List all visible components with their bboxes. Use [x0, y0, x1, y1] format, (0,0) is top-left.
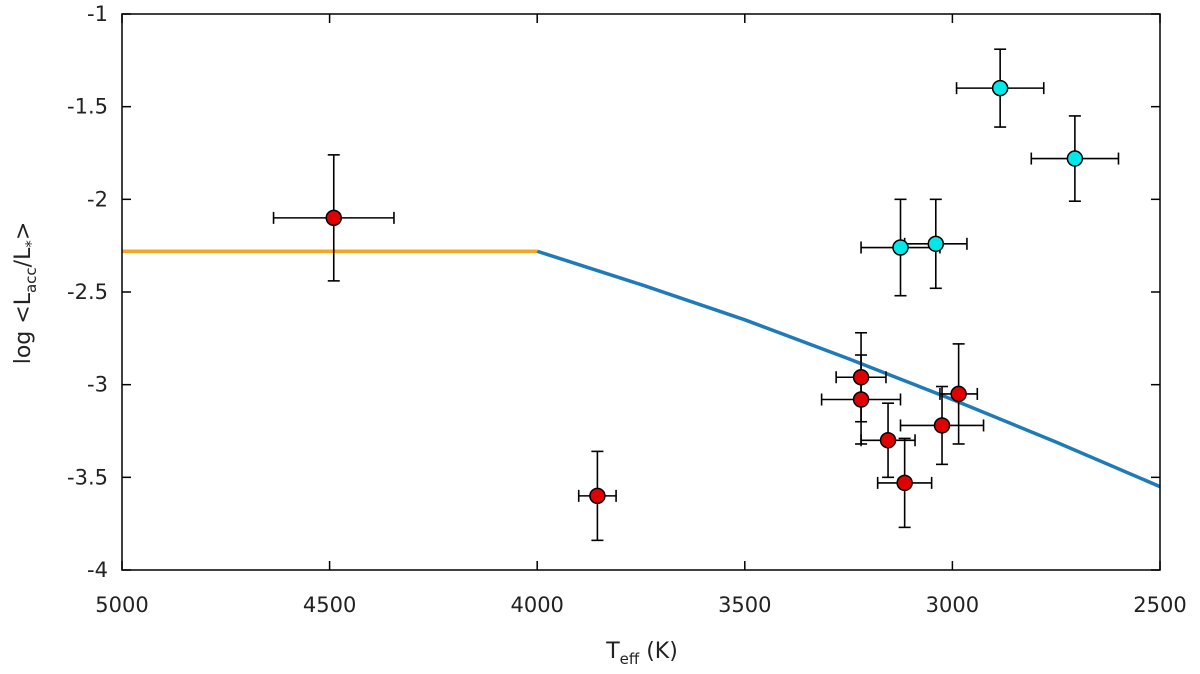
y-tick-label: -3.5 — [67, 465, 108, 489]
plot-errorbars — [272, 48, 1120, 542]
plot-lines — [122, 249, 1161, 489]
x-tick-label: 5000 — [95, 593, 148, 617]
y-axis-title-prefix: log <L — [11, 292, 36, 364]
y-tick-label: -2 — [87, 187, 108, 211]
x-tick-label: 2500 — [1133, 593, 1186, 617]
y-tick-label: -3 — [87, 373, 108, 397]
y-axis-title-suffix: > — [11, 222, 36, 240]
x-axis-title: Teff (K) — [605, 639, 678, 668]
red-point-marker — [589, 487, 606, 505]
y-tick-label: -1.5 — [67, 95, 108, 119]
red-point-marker — [896, 474, 913, 492]
x-tick-label: 4500 — [303, 593, 356, 617]
plot-frame — [121, 13, 1161, 571]
cyan-point-marker — [927, 235, 945, 253]
cyan-point-marker — [892, 239, 909, 256]
x-axis-title-sub: eff — [620, 650, 640, 668]
red-point-marker — [852, 369, 870, 386]
x-axis-title-main: T — [605, 639, 620, 664]
red-point-marker — [950, 385, 967, 403]
red-point-marker — [933, 417, 951, 434]
red-point-marker — [879, 432, 897, 449]
red-point-marker — [325, 209, 343, 227]
x-axis-title-tail: (K) — [639, 639, 678, 664]
x-tick-labels: 5000 4500 4000 3500 3000 2500 — [95, 593, 1186, 617]
y-tick-labels: -1 -1.5 -2 -2.5 -3 -3.5 -4 — [67, 2, 108, 582]
plot-points — [325, 79, 1084, 505]
x-tick-label: 3000 — [926, 593, 979, 617]
y-axis-title-sub: acc — [22, 267, 40, 293]
axis-ticks — [121, 13, 1161, 571]
y-axis-title-middle: /L — [11, 247, 36, 267]
cyan-point-marker — [1066, 150, 1084, 167]
x-tick-label: 4000 — [510, 593, 563, 617]
red-point-marker — [852, 391, 870, 408]
y-axis-title-star: * — [22, 240, 40, 248]
y-tick-label: -1 — [87, 2, 108, 26]
y-axis-title: log <Lacc/L*> — [11, 222, 40, 365]
y-tick-label: -2.5 — [67, 280, 108, 304]
y-tick-label: -4 — [87, 558, 108, 582]
cyan-point-marker — [991, 79, 1009, 97]
blue-curve — [536, 249, 1161, 489]
x-tick-label: 3500 — [718, 593, 771, 617]
